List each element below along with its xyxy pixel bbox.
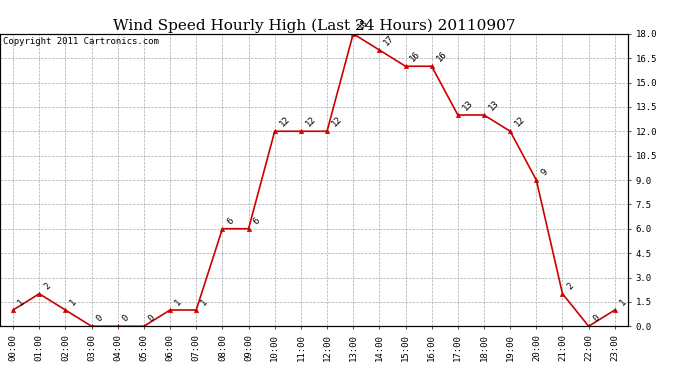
Text: 1: 1 [16,297,26,307]
Text: 6: 6 [251,216,262,226]
Text: 0: 0 [591,313,602,324]
Title: Wind Speed Hourly High (Last 24 Hours) 20110907: Wind Speed Hourly High (Last 24 Hours) 2… [112,18,515,33]
Text: 17: 17 [382,33,396,47]
Text: 6: 6 [225,216,235,226]
Text: 0: 0 [147,313,157,324]
Text: 9: 9 [539,167,549,177]
Text: 12: 12 [304,114,317,129]
Text: 1: 1 [172,297,183,307]
Text: 1: 1 [618,297,628,307]
Text: 18: 18 [356,17,370,31]
Text: 12: 12 [277,114,291,129]
Text: 2: 2 [42,281,52,291]
Text: 12: 12 [330,114,344,129]
Text: 0: 0 [95,313,104,324]
Text: 1: 1 [199,297,209,307]
Text: 0: 0 [121,313,130,324]
Text: 16: 16 [408,50,422,63]
Text: 13: 13 [461,98,475,112]
Text: 1: 1 [68,297,79,307]
Text: 2: 2 [565,281,575,291]
Text: 16: 16 [435,50,448,63]
Text: Copyright 2011 Cartronics.com: Copyright 2011 Cartronics.com [3,37,159,46]
Text: 12: 12 [513,114,527,129]
Text: 13: 13 [486,98,501,112]
